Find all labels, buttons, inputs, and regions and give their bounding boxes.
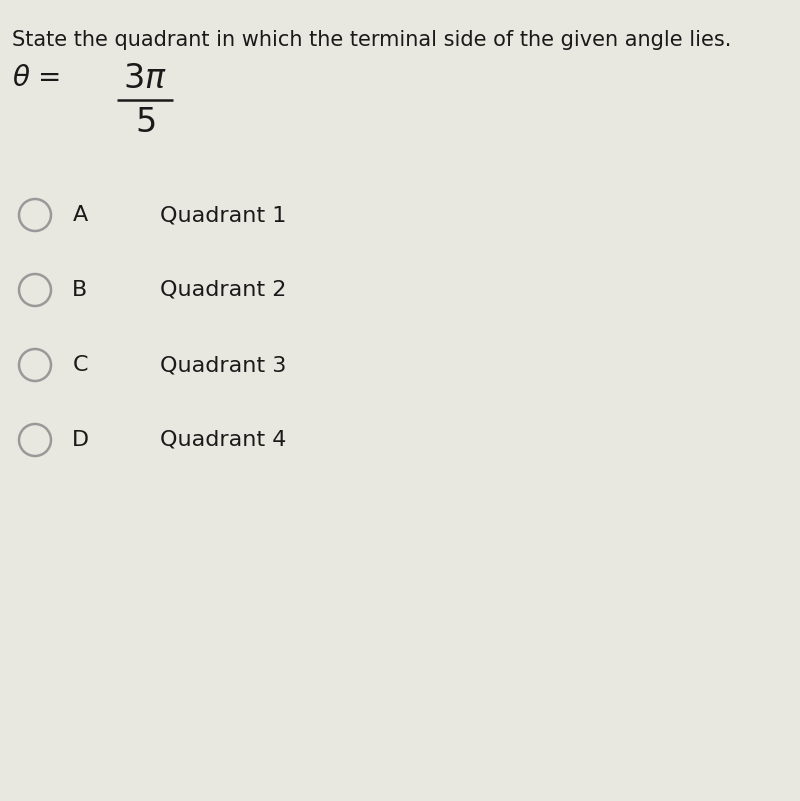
Text: State the quadrant in which the terminal side of the given angle lies.: State the quadrant in which the terminal… xyxy=(12,30,731,50)
Text: D: D xyxy=(71,430,89,450)
Text: B: B xyxy=(72,280,88,300)
Text: Quadrant 3: Quadrant 3 xyxy=(160,355,286,375)
Text: C: C xyxy=(72,355,88,375)
Text: A: A xyxy=(72,205,88,225)
Text: $3\pi$: $3\pi$ xyxy=(123,62,167,95)
Text: $5$: $5$ xyxy=(135,106,155,139)
Text: Quadrant 1: Quadrant 1 xyxy=(160,205,286,225)
Text: Quadrant 2: Quadrant 2 xyxy=(160,280,286,300)
Text: Quadrant 4: Quadrant 4 xyxy=(160,430,286,450)
Text: $\theta$ =: $\theta$ = xyxy=(12,64,60,92)
